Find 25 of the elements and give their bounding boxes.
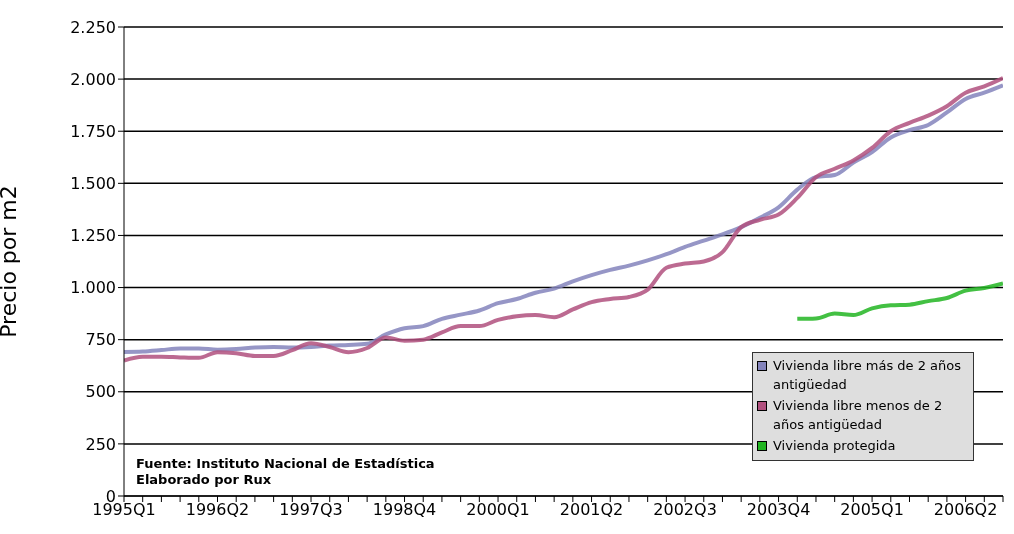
y-axis-title: Precio por m2 — [0, 185, 21, 338]
y-tick-label: 500 — [85, 382, 116, 402]
legend-label: Vivienda libre menos de 2 años antigüedad — [773, 397, 944, 434]
y-tick-label: 750 — [85, 330, 116, 350]
x-tick-label: 2002Q3 — [653, 500, 717, 520]
y-tick-label: 1.500 — [70, 174, 116, 194]
x-tick-label: 1996Q2 — [185, 500, 250, 520]
x-tick-label: 2003Q4 — [746, 500, 811, 520]
x-tick-label: 1998Q4 — [372, 500, 437, 520]
x-tick-label: 1997Q3 — [279, 500, 343, 520]
x-tick-label: 2006Q2 — [933, 500, 998, 520]
y-tick-label: 2.000 — [70, 69, 116, 89]
y-tick-label: 250 — [85, 434, 116, 454]
y-tick-label: 1.000 — [70, 278, 116, 298]
x-tick-label: 2005Q1 — [840, 500, 904, 520]
y-tick-label: 2.250 — [70, 17, 116, 37]
x-tick-label: 2001Q2 — [559, 500, 624, 520]
y-tick-label: 1.750 — [70, 121, 116, 141]
annotation: Elaborado por Rux — [136, 472, 273, 488]
annotation: Fuente: Instituto Nacional de Estadística — [136, 456, 435, 472]
y-tick-label: 1.250 — [70, 226, 116, 246]
legend-label: Vivienda protegida — [773, 437, 897, 455]
line-series — [795, 281, 1003, 321]
x-tick-label: 2000Q1 — [466, 500, 530, 520]
legend-label: Vivienda libre más de 2 años antigüedad — [773, 357, 963, 394]
